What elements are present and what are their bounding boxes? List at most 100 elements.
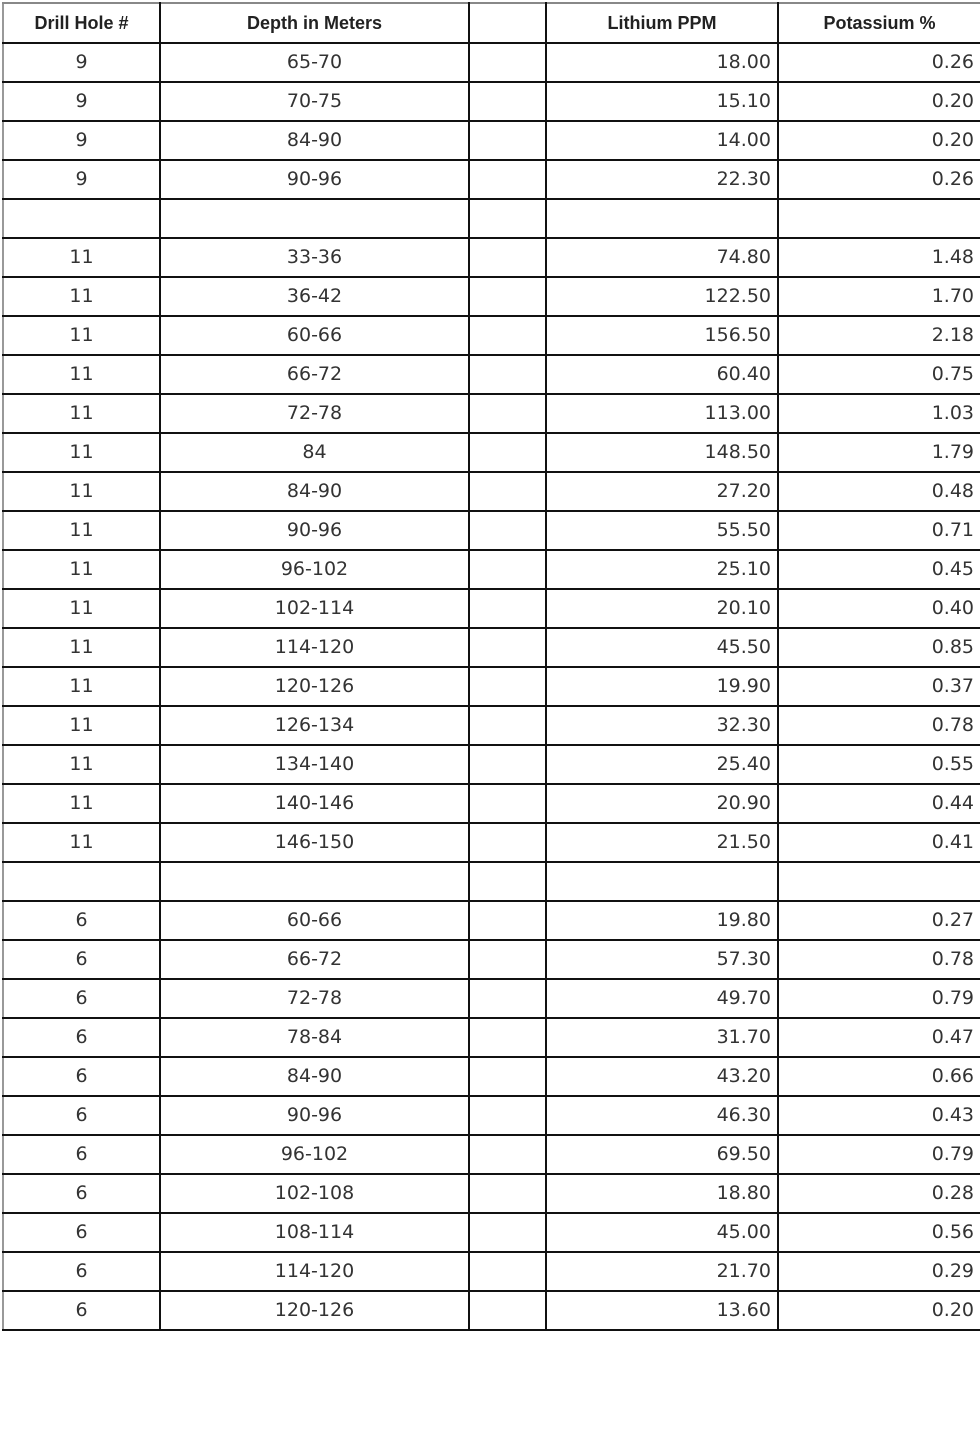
- cell-drill-hole: 11: [2, 705, 161, 746]
- cell-blank: [468, 471, 547, 512]
- cell-drill-hole: [2, 198, 161, 239]
- cell-potassium-pct: 0.43: [777, 1095, 980, 1136]
- table-row: 11 126-134 32.30 0.78: [2, 705, 980, 746]
- cell-depth: 72-78: [159, 978, 470, 1019]
- cell-drill-hole: 11: [2, 822, 161, 863]
- cell-depth: 120-126: [159, 666, 470, 707]
- cell-lithium-ppm: 25.40: [545, 744, 779, 785]
- cell-lithium-ppm: [545, 861, 779, 902]
- cell-depth: 36-42: [159, 276, 470, 317]
- cell-depth: 84-90: [159, 471, 470, 512]
- cell-depth: 96-102: [159, 1134, 470, 1175]
- cell-lithium-ppm: 21.50: [545, 822, 779, 863]
- cell-blank: [468, 783, 547, 824]
- cell-lithium-ppm: 148.50: [545, 432, 779, 473]
- cell-potassium-pct: 0.75: [777, 354, 980, 395]
- cell-blank: [468, 1134, 547, 1175]
- cell-drill-hole: 6: [2, 1212, 161, 1253]
- cell-potassium-pct: 0.28: [777, 1173, 980, 1214]
- table-row: 6 72-78 49.70 0.79: [2, 978, 980, 1019]
- cell-lithium-ppm: 20.10: [545, 588, 779, 629]
- cell-drill-hole: 11: [2, 744, 161, 785]
- cell-drill-hole: 11: [2, 666, 161, 707]
- cell-potassium-pct: [777, 861, 980, 902]
- cell-blank: [468, 81, 547, 122]
- table-row: 9 84-90 14.00 0.20: [2, 120, 980, 161]
- table-row: 6 84-90 43.20 0.66: [2, 1056, 980, 1097]
- table-row: 9 70-75 15.10 0.20: [2, 81, 980, 122]
- table-row: 11 96-102 25.10 0.45: [2, 549, 980, 590]
- cell-lithium-ppm: 32.30: [545, 705, 779, 746]
- cell-potassium-pct: 0.20: [777, 120, 980, 161]
- cell-potassium-pct: 0.78: [777, 939, 980, 980]
- cell-lithium-ppm: 60.40: [545, 354, 779, 395]
- table-row: 6 96-102 69.50 0.79: [2, 1134, 980, 1175]
- cell-blank: [468, 1173, 547, 1214]
- cell-drill-hole: 9: [2, 81, 161, 122]
- cell-potassium-pct: 1.79: [777, 432, 980, 473]
- cell-lithium-ppm: 57.30: [545, 939, 779, 980]
- cell-depth: 96-102: [159, 549, 470, 590]
- cell-potassium-pct: 0.41: [777, 822, 980, 863]
- cell-potassium-pct: 0.79: [777, 978, 980, 1019]
- table-row: 11 84-90 27.20 0.48: [2, 471, 980, 512]
- cell-drill-hole: 6: [2, 1173, 161, 1214]
- table-row: 6 60-66 19.80 0.27: [2, 900, 980, 941]
- cell-blank: [468, 432, 547, 473]
- cell-depth: 102-108: [159, 1173, 470, 1214]
- cell-lithium-ppm: 25.10: [545, 549, 779, 590]
- cell-potassium-pct: 0.44: [777, 783, 980, 824]
- cell-potassium-pct: 0.47: [777, 1017, 980, 1058]
- cell-lithium-ppm: 45.50: [545, 627, 779, 668]
- cell-depth: 84: [159, 432, 470, 473]
- cell-blank: [468, 198, 547, 239]
- cell-depth: 134-140: [159, 744, 470, 785]
- cell-depth: 146-150: [159, 822, 470, 863]
- table-row: 6 114-120 21.70 0.29: [2, 1251, 980, 1292]
- table-row: 11 140-146 20.90 0.44: [2, 783, 980, 824]
- cell-depth: 78-84: [159, 1017, 470, 1058]
- cell-blank: [468, 900, 547, 941]
- cell-blank: [468, 744, 547, 785]
- cell-depth: [159, 198, 470, 239]
- cell-depth: 72-78: [159, 393, 470, 434]
- column-header-drill-hole: Drill Hole #: [2, 2, 161, 44]
- cell-depth: 66-72: [159, 939, 470, 980]
- cell-depth: 33-36: [159, 237, 470, 278]
- cell-lithium-ppm: 55.50: [545, 510, 779, 551]
- cell-potassium-pct: [777, 198, 980, 239]
- table-row: 9 65-70 18.00 0.26: [2, 42, 980, 83]
- cell-potassium-pct: 0.85: [777, 627, 980, 668]
- cell-lithium-ppm: 22.30: [545, 159, 779, 200]
- table-row: 11 114-120 45.50 0.85: [2, 627, 980, 668]
- cell-drill-hole: 9: [2, 42, 161, 83]
- cell-depth: 90-96: [159, 159, 470, 200]
- cell-lithium-ppm: 19.90: [545, 666, 779, 707]
- cell-depth: 84-90: [159, 1056, 470, 1097]
- cell-lithium-ppm: 122.50: [545, 276, 779, 317]
- cell-depth: 65-70: [159, 42, 470, 83]
- cell-lithium-ppm: 18.00: [545, 42, 779, 83]
- table-row: 11 90-96 55.50 0.71: [2, 510, 980, 551]
- cell-drill-hole: 11: [2, 783, 161, 824]
- cell-lithium-ppm: [545, 198, 779, 239]
- cell-potassium-pct: 0.26: [777, 159, 980, 200]
- cell-potassium-pct: 0.20: [777, 1290, 980, 1331]
- cell-potassium-pct: 0.56: [777, 1212, 980, 1253]
- cell-blank: [468, 1251, 547, 1292]
- cell-potassium-pct: 0.79: [777, 1134, 980, 1175]
- table-row: 6 120-126 13.60 0.20: [2, 1290, 980, 1331]
- cell-lithium-ppm: 43.20: [545, 1056, 779, 1097]
- cell-drill-hole: 6: [2, 1251, 161, 1292]
- cell-blank: [468, 549, 547, 590]
- cell-blank: [468, 315, 547, 356]
- cell-potassium-pct: 0.37: [777, 666, 980, 707]
- cell-drill-hole: 11: [2, 237, 161, 278]
- cell-depth: 108-114: [159, 1212, 470, 1253]
- table-row: 11 120-126 19.90 0.37: [2, 666, 980, 707]
- cell-blank: [468, 276, 547, 317]
- cell-lithium-ppm: 19.80: [545, 900, 779, 941]
- cell-lithium-ppm: 27.20: [545, 471, 779, 512]
- cell-lithium-ppm: 21.70: [545, 1251, 779, 1292]
- cell-blank: [468, 588, 547, 629]
